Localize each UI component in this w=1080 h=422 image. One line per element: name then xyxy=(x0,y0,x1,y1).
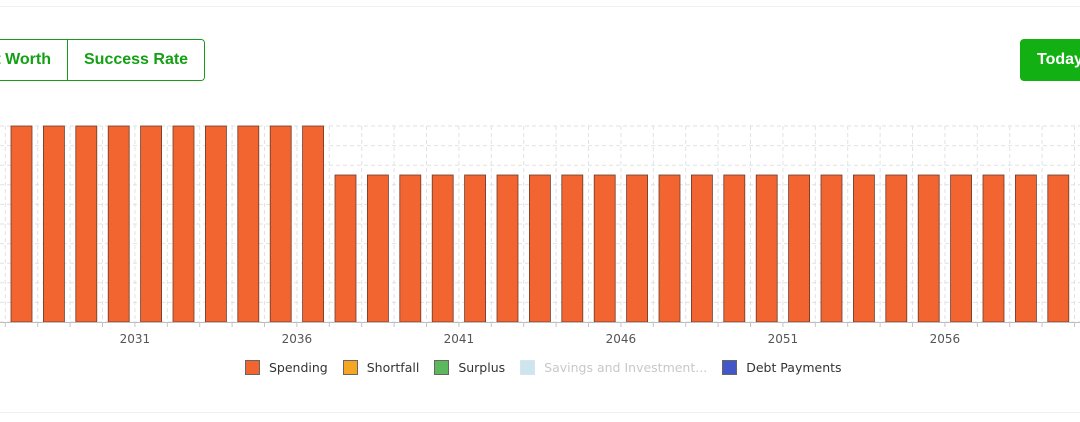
legend-swatch-spending xyxy=(245,360,260,375)
legend-swatch-savings xyxy=(520,360,536,375)
bar-spending-2032 xyxy=(172,125,195,323)
legend-item-savings[interactable]: Savings and Investment... xyxy=(520,360,707,375)
bar-spending-2049 xyxy=(723,174,746,323)
x-tick-label-2056: 2056 xyxy=(930,332,961,346)
legend-label-shortfall: Shortfall xyxy=(366,360,420,375)
bar-spending-2051 xyxy=(788,174,810,323)
bar-spending-2048 xyxy=(691,174,713,323)
bar-spending-2033 xyxy=(204,125,227,323)
legend-item-shortfall[interactable]: Shortfall xyxy=(342,360,420,375)
bar-spending-2054 xyxy=(885,174,908,323)
legend-swatch-shortfall xyxy=(342,360,358,375)
bar-spending-2035 xyxy=(269,125,292,323)
x-tick-label-2041: 2041 xyxy=(444,332,475,346)
today-button[interactable]: Today xyxy=(1020,39,1080,81)
bar-spending-2055 xyxy=(917,174,940,323)
bar-spending-2059 xyxy=(1047,174,1070,323)
bar-spending-2042 xyxy=(496,174,519,323)
bar-spending-2041 xyxy=(464,174,487,323)
legend-label-debt: Debt Payments xyxy=(746,360,842,375)
chart-legend: Spending Shortfall Surplus Savings and I… xyxy=(245,360,857,375)
tab-success-rate[interactable]: Success Rate xyxy=(67,40,205,80)
bar-spending-2050 xyxy=(755,174,778,323)
x-tick-label-2036: 2036 xyxy=(282,332,313,346)
legend-swatch-debt xyxy=(722,360,738,375)
bar-spending-2030 xyxy=(107,125,130,323)
spending-bar-chart: 6203120362041204620512056 xyxy=(0,125,1080,346)
top-divider xyxy=(0,6,1080,7)
x-tick-label-2031: 2031 xyxy=(120,332,151,346)
bar-spending-2043 xyxy=(529,174,551,323)
view-tab-group: t Worth Success Rate xyxy=(0,39,206,81)
bar-spending-2028 xyxy=(43,125,65,323)
legend-item-debt-payments[interactable]: Debt Payments xyxy=(722,360,842,375)
bar-spending-2044 xyxy=(561,174,584,323)
bar-spending-2036 xyxy=(302,125,325,323)
bar-spending-2031 xyxy=(140,125,163,323)
bar-spending-2029 xyxy=(75,125,98,323)
bar-spending-2039 xyxy=(399,174,422,323)
legend-label-savings: Savings and Investment... xyxy=(544,360,708,375)
bar-spending-2052 xyxy=(820,174,843,323)
bar-spending-2038 xyxy=(366,174,389,323)
bar-spending-2045 xyxy=(593,174,616,323)
legend-label-spending: Spending xyxy=(269,360,328,375)
bar-spending-2047 xyxy=(658,174,681,323)
legend-swatch-surplus xyxy=(434,360,450,375)
bar-spending-2058 xyxy=(1015,174,1037,323)
legend-label-surplus: Surplus xyxy=(458,360,506,375)
bottom-divider xyxy=(0,412,1080,413)
legend-item-spending[interactable]: Spending xyxy=(245,360,328,375)
legend-item-surplus[interactable]: Surplus xyxy=(434,360,505,375)
x-tick-label-2046: 2046 xyxy=(606,332,637,346)
bar-spending-2046 xyxy=(626,174,648,323)
bar-spending-2040 xyxy=(431,174,454,323)
bar-spending-2056 xyxy=(950,174,972,323)
x-tick-label-2051: 2051 xyxy=(768,332,799,346)
bar-spending-2037 xyxy=(334,174,357,323)
bar-spending-2053 xyxy=(853,174,875,323)
tab-net-worth[interactable]: t Worth xyxy=(0,40,67,80)
bar-spending-2027 xyxy=(10,125,33,323)
bar-spending-2034 xyxy=(237,125,260,323)
bar-spending-2057 xyxy=(982,174,1005,323)
